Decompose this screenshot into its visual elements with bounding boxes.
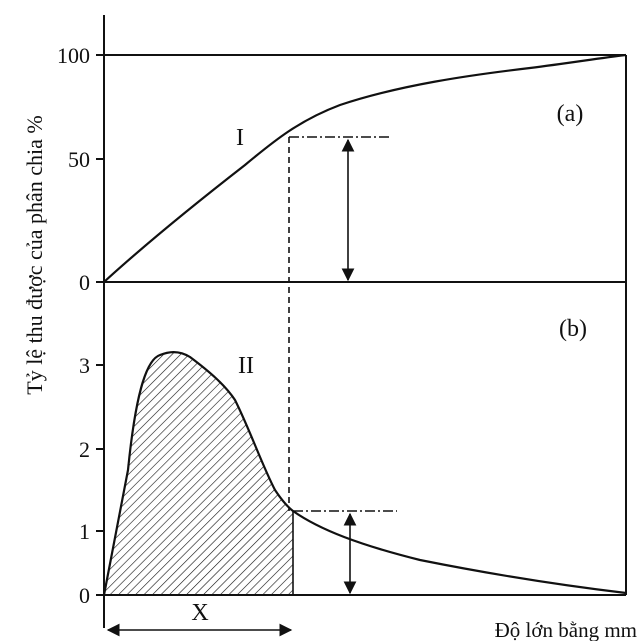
tick-b-3: 3 [79,353,90,378]
y-tick-marks [96,54,104,596]
x-axis-label: Độ lớn bằng mm [495,618,637,641]
tick-b-1: 1 [79,519,90,544]
tick-a-100: 100 [57,43,90,68]
tick-b-0: 0 [79,583,90,608]
y-axis-label: Tỷ lệ thu được của phân chia % [22,115,47,395]
panel-label-b: (b) [559,316,587,342]
tick-a-50: 50 [68,147,90,172]
hatched-area-X [104,352,293,595]
x-marker-label: X [191,600,208,626]
curve-label-I: I [236,125,244,151]
curve-label-II: II [238,353,254,379]
panel-label-a: (a) [557,101,584,127]
tick-b-2: 2 [79,437,90,462]
cumulative-curve-I [103,53,627,283]
tick-a-0: 0 [79,270,90,295]
frequency-curve-II [102,351,627,596]
